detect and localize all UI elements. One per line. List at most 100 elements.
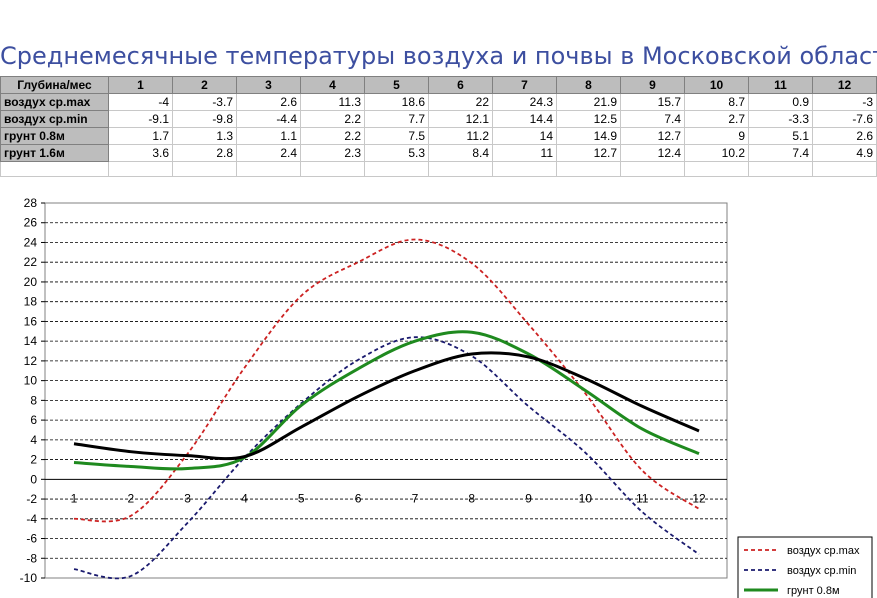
x-tick-label: 11 (636, 491, 649, 505)
table-cell: 1.3 (172, 127, 237, 145)
table-cell: -3 (812, 93, 877, 111)
table-cell: 10.2 (684, 144, 749, 162)
x-tick-label: 9 (525, 491, 532, 505)
table-row: грунт 0.8м 1.7 1.3 1.1 2.2 7.5 11.2 14 14.9 12.7 9… (0, 127, 877, 145)
table-cell: 3.6 (108, 144, 173, 162)
table-header-label: Глубина/мес (0, 76, 109, 94)
legend-box (737, 536, 873, 598)
month-header: 3 (236, 76, 301, 94)
table-cell: 1.1 (236, 127, 301, 145)
table-cell: 0.9 (748, 93, 813, 111)
x-tick-label: 3 (184, 491, 191, 505)
legend-label: грунт 0.8м (787, 585, 840, 597)
table-cell-empty (300, 161, 365, 177)
legend-label: воздух ср.min (787, 565, 856, 577)
month-header: 11 (748, 76, 813, 94)
table-cell: 1.7 (108, 127, 173, 145)
table-cell: 21.9 (556, 93, 621, 111)
table-cell: 2.4 (236, 144, 301, 162)
table-cell: 2.8 (172, 144, 237, 162)
y-tick-label: 0 (30, 472, 37, 486)
table-row: воздух ср.max -4 -3.7 2.6 11.3 18.6 22 24.3 21.9… (0, 93, 877, 111)
y-tick-label: 18 (24, 295, 38, 309)
series-line-3 (73, 330, 700, 471)
y-tick-label: 26 (24, 216, 38, 230)
table-cell: 11.3 (300, 93, 365, 111)
table-cell-empty (364, 161, 429, 177)
table-cell: 12.7 (556, 144, 621, 162)
table-cell: 2.2 (300, 127, 365, 145)
table-row: грунт 1.6м 3.6 2.8 2.4 2.3 5.3 8.4 11 12.7 12.4 10… (0, 144, 877, 162)
table-cell: 12.5 (556, 110, 621, 128)
table-cell: 7.4 (748, 144, 813, 162)
y-tick-label: 4 (30, 433, 37, 447)
y-tick-label: -6 (26, 532, 37, 546)
table-cell: 2.6 (236, 93, 301, 111)
table-cell: 2.3 (300, 144, 365, 162)
table-cell: 12.7 (620, 127, 685, 145)
month-header: 12 (812, 76, 877, 94)
table-cell: -4 (108, 93, 173, 111)
table-empty-row (0, 161, 877, 177)
table-cell: 14 (492, 127, 557, 145)
table-cell: 18.6 (364, 93, 429, 111)
y-tick-label: 22 (24, 255, 38, 269)
row-label: воздух ср.min (0, 110, 109, 128)
month-header: 10 (684, 76, 749, 94)
legend-label: воздух ср.max (787, 545, 860, 557)
data-table: Глубина/мес 1 2 3 4 5 6 7 8 9 10 11 12 воздух ср.max -… (0, 76, 877, 177)
y-tick-label: 10 (24, 374, 38, 388)
table-cell: 9 (684, 127, 749, 145)
table-cell-empty (108, 161, 173, 177)
y-tick-label: 6 (30, 413, 37, 427)
y-tick-label: 14 (24, 334, 38, 348)
table-cell-empty (428, 161, 493, 177)
table-cell-empty (620, 161, 685, 177)
table-cell: 14.9 (556, 127, 621, 145)
table-cell: 7.7 (364, 110, 429, 128)
page-title: Среднемесячные температуры воздуха и поч… (0, 42, 877, 70)
month-header: 1 (108, 76, 173, 94)
table-cell: 11 (492, 144, 557, 162)
y-tick-label: 8 (30, 393, 37, 407)
table-cell: 12.4 (620, 144, 685, 162)
table-cell: 24.3 (492, 93, 557, 111)
table-row: воздух ср.min -9.1 -9.8 -4.4 2.2 7.7 12.1 14.4 1… (0, 110, 877, 128)
table-cell: -3.7 (172, 93, 237, 111)
y-tick-label: 20 (24, 275, 38, 289)
y-tick-label: -10 (20, 571, 38, 585)
table-cell: -9.8 (172, 110, 237, 128)
table-cell: 7.4 (620, 110, 685, 128)
series-line-2 (73, 336, 700, 580)
table-cell: 15.7 (620, 93, 685, 111)
row-label: воздух ср.max (0, 93, 109, 111)
table-cell: 11.2 (428, 127, 493, 145)
x-tick-label: 12 (692, 491, 706, 505)
y-tick-label: -8 (26, 551, 37, 565)
table-cell: 12.1 (428, 110, 493, 128)
table-cell-empty (492, 161, 557, 177)
table-cell: 2.2 (300, 110, 365, 128)
x-tick-label: 8 (468, 491, 475, 505)
table-cell: 14.4 (492, 110, 557, 128)
y-tick-label: -2 (26, 492, 37, 506)
x-tick-label: 1 (71, 491, 78, 505)
table-cell: 4.9 (812, 144, 877, 162)
table-cell: 22 (428, 93, 493, 111)
row-label: грунт 0.8м (0, 127, 109, 145)
x-tick-label: 6 (355, 491, 362, 505)
y-tick-label: 28 (24, 196, 38, 210)
x-tick-label: 7 (412, 491, 419, 505)
month-header: 6 (428, 76, 493, 94)
month-header: 4 (300, 76, 365, 94)
y-tick-label: 12 (24, 354, 38, 368)
plot-area (44, 202, 728, 579)
table-cell-empty (0, 161, 109, 177)
table-cell-empty (236, 161, 301, 177)
x-tick-label: 5 (298, 491, 305, 505)
table-cell-empty (556, 161, 621, 177)
table-cell-empty (172, 161, 237, 177)
month-header: 8 (556, 76, 621, 94)
y-tick-label: -4 (26, 512, 37, 526)
